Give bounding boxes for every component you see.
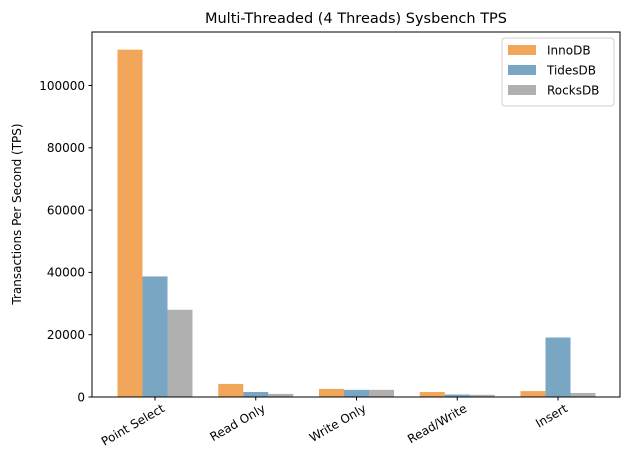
x-tick-label: Read/Write: [405, 401, 469, 446]
y-tick-label: 40000: [47, 266, 85, 280]
bar-tidesdb-read-only: [243, 392, 269, 397]
legend-swatch-tidesdb: [508, 65, 536, 75]
x-axis: Point Select Read Only Write Only Read/Writ…: [99, 397, 570, 449]
bar-innodb-point-select: [117, 49, 143, 398]
legend-label-tidesdb: TidesDB: [546, 64, 596, 78]
y-tick-label: 0: [77, 390, 85, 404]
bar-rocksdb-insert: [570, 392, 596, 397]
bar-rocksdb-write-only: [369, 389, 394, 397]
chart-title: Multi-Threaded (4 Threads) Sysbench TPS: [205, 11, 507, 27]
bars: [117, 49, 596, 398]
bar-tidesdb-point-select: [142, 276, 168, 397]
legend-label-innodb: InnoDB: [547, 44, 591, 58]
y-tick-label: 80000: [47, 141, 85, 155]
bar-innodb-insert: [520, 391, 546, 397]
bar-rocksdb-read-write: [469, 394, 495, 397]
y-axis: 0 20000 40000 60000 80000 100000: [39, 79, 92, 404]
bar-innodb-write-only: [319, 388, 344, 397]
legend-swatch-innodb: [508, 45, 536, 55]
bar-innodb-read-only: [218, 383, 244, 397]
y-tick-label: 60000: [47, 203, 85, 217]
x-tick-label: Point Select: [99, 401, 167, 449]
y-tick-label: 100000: [39, 79, 85, 93]
x-tick-label: Read Only: [208, 401, 268, 444]
bar-tidesdb-read-write: [444, 394, 470, 397]
y-tick-label: 20000: [47, 328, 85, 342]
legend: InnoDB TidesDB RocksDB: [501, 37, 615, 107]
x-tick-label: Insert: [533, 401, 570, 430]
bar-rocksdb-read-only: [268, 393, 294, 397]
bar-innodb-read-write: [419, 392, 445, 397]
legend-label-rocksdb: RocksDB: [547, 84, 599, 98]
y-axis-label: Transactions Per Second (TPS): [10, 123, 24, 305]
legend-swatch-rocksdb: [508, 85, 536, 95]
bar-rocksdb-point-select: [167, 309, 193, 397]
x-tick-label: Write Only: [307, 401, 369, 445]
bar-tidesdb-write-only: [344, 389, 369, 397]
bar-tidesdb-insert: [545, 337, 571, 397]
